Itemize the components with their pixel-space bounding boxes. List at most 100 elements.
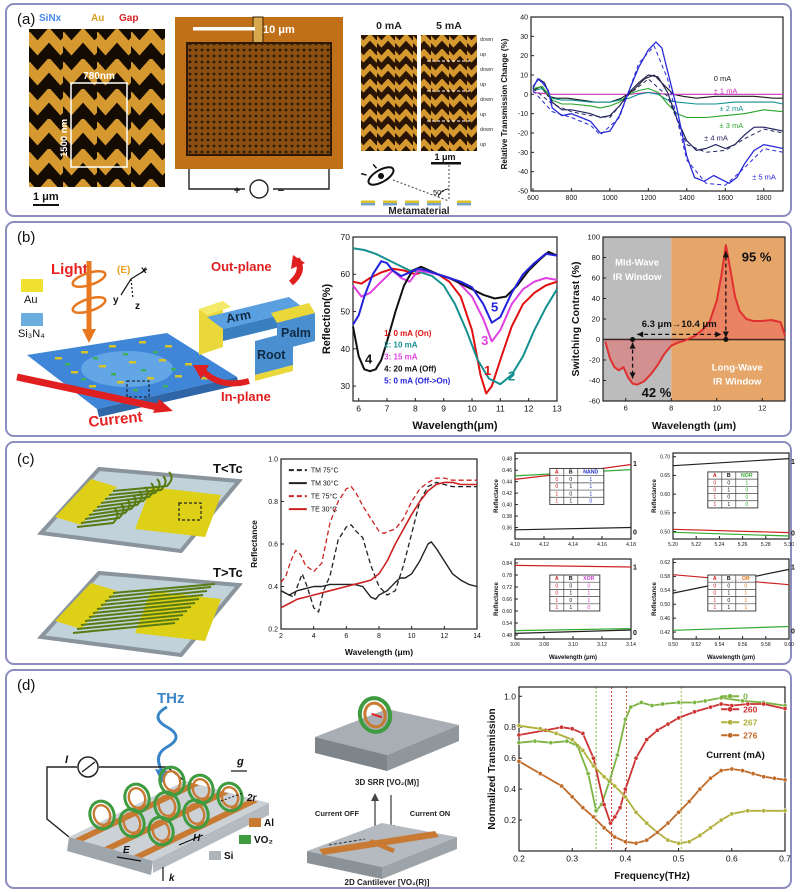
svg-text:3.06: 3.06 — [510, 642, 520, 648]
svg-text:1: 1 — [727, 591, 730, 597]
svg-text:0.60: 0.60 — [502, 609, 512, 615]
chart-gate-xor: 3.06 3.08 3.10 3.12 3.14 0.48 0.54 0.60 0.66 0.72… — [489, 555, 641, 661]
panel-b-label: (b) — [17, 229, 36, 246]
viewing-geometry: 50° Metamaterial — [360, 163, 471, 217]
meta-atoms — [55, 341, 208, 388]
svg-text:7: 7 — [385, 404, 390, 414]
svg-text:0: 0 — [744, 583, 747, 589]
au-legend-label: Au — [24, 294, 38, 306]
svg-text:1: 1 — [589, 477, 592, 483]
svg-text:10: 10 — [713, 404, 721, 413]
svg-text:1: 1 — [633, 461, 637, 468]
afm-image-0ma — [361, 35, 417, 151]
current-i-label: I — [65, 754, 69, 766]
svg-text:-40: -40 — [589, 376, 600, 385]
svg-text:0.48: 0.48 — [502, 633, 512, 639]
k-vector-label: k — [169, 873, 175, 884]
svg-text:0: 0 — [633, 630, 637, 637]
current-arrow-group: Current — [16, 373, 173, 431]
svg-text:A: A — [555, 470, 559, 476]
svg-text:XOR: XOR — [583, 576, 594, 582]
unit-cell-box — [70, 82, 128, 168]
svg-text:9.50: 9.50 — [668, 642, 678, 648]
svg-text:1: 1 — [589, 484, 592, 490]
svg-text:Wavelength (μm): Wavelength (μm) — [345, 647, 413, 657]
svg-text:± 3 mA: ± 3 mA — [720, 121, 744, 130]
srr-rings — [88, 765, 244, 847]
svg-text:14: 14 — [473, 633, 481, 640]
sem-array-texture — [186, 42, 332, 156]
svg-text:4: 4 — [312, 633, 316, 640]
svg-text:9.58: 9.58 — [761, 642, 771, 648]
svg-text:0: 0 — [589, 498, 592, 504]
sin-swatch — [21, 313, 43, 326]
svg-text:1: 1 — [791, 459, 795, 466]
svg-text:0.6: 0.6 — [268, 541, 278, 548]
left-electrode-1 — [55, 479, 117, 525]
svg-text:0: 0 — [555, 583, 558, 589]
svg-text:5: 5 — [491, 300, 498, 315]
chart-reflectance-tm-te: 2 4 6 8 10 12 14 0.2 0.4 0.6 0.8 1.0 Wavelength (μm)… — [247, 451, 485, 657]
svg-text:Reflectance: Reflectance — [494, 478, 500, 512]
current-label: Current — [88, 408, 144, 431]
svg-text:0: 0 — [587, 583, 590, 589]
logic-gate-nand-svg: 4.10 4.12 4.14 4.16 4.18 0.36 0.38 0.40 0.42 0.44… — [494, 452, 637, 548]
svg-text:Wavelength (μm): Wavelength (μm) — [707, 655, 755, 661]
svg-text:0: 0 — [791, 629, 795, 636]
panel-a: (a) SiNx Au Gap 780nm 1500 nm 1 μm 10 μm — [5, 3, 792, 217]
svg-text:1: 1 — [569, 605, 572, 611]
zoom-box-c — [178, 502, 202, 521]
render-above-tc — [36, 570, 243, 658]
svg-text:-40: -40 — [518, 169, 528, 176]
svg-text:10: 10 — [467, 404, 477, 414]
svg-text:1: 1 — [727, 488, 730, 494]
panel-a-label: (a) — [17, 11, 36, 28]
panel-b: (b) Au Si₃N₄ Light (E) x y z — [5, 221, 792, 437]
svg-text:5: 0 mA (Off->On): 5: 0 mA (Off->On) — [384, 376, 450, 385]
svg-text:0.65: 0.65 — [660, 473, 670, 479]
svg-text:0.4: 0.4 — [268, 584, 278, 591]
si-legend-label: Si — [224, 851, 234, 862]
h-arrow — [178, 834, 204, 846]
svg-text:A: A — [713, 576, 717, 582]
minus-terminal: − — [278, 185, 284, 197]
svg-text:0.42: 0.42 — [660, 630, 670, 636]
svg-text:TE 30°C: TE 30°C — [311, 506, 338, 514]
width-dimension: 780nm — [83, 71, 115, 82]
h-field-label: H — [193, 833, 201, 844]
svg-text:Long-Wave: Long-Wave — [712, 362, 763, 373]
z-axis-arrow — [130, 278, 134, 300]
svg-text:0: 0 — [524, 92, 528, 99]
top-block-front — [315, 737, 387, 771]
svg-text:70: 70 — [341, 232, 351, 242]
svg-text:30: 30 — [341, 381, 351, 391]
svg-text:60: 60 — [341, 269, 351, 279]
sem2-scalebar-line — [193, 27, 255, 31]
srr-3d-ring — [357, 696, 393, 734]
zoom-box — [126, 380, 150, 398]
sem-zigzag-texture — [29, 29, 165, 187]
chart-reflection: 6 7 8 9 10 11 12 13 30 40 50 60 70 Wavelength(μm) Refl… — [321, 229, 565, 432]
svg-text:Wavelength (μm): Wavelength (μm) — [652, 420, 736, 432]
circuit-wires — [188, 169, 330, 190]
svg-text:12: 12 — [524, 404, 534, 414]
svg-text:down: down — [480, 127, 493, 133]
curled-cantilevers — [76, 471, 173, 528]
svg-text:0: 0 — [727, 583, 730, 589]
top-block-side — [387, 725, 459, 771]
svg-text:0.46: 0.46 — [660, 616, 670, 622]
svg-text:0: 0 — [745, 502, 748, 508]
svg-text:0.4: 0.4 — [619, 854, 631, 864]
svg-text:up: up — [480, 82, 486, 88]
svg-text:0: 0 — [791, 530, 795, 537]
svg-text:up: up — [480, 52, 486, 58]
srr-3d-caption: 3D SRR [VO₂(M)] — [355, 778, 419, 787]
svg-text:1: 1 — [589, 491, 592, 497]
chart-relative-transmission-change: 600 800 1000 1200 1400 1600 1800 -50 -40 -30 -20 -1… — [485, 9, 793, 211]
svg-text:0.8: 0.8 — [504, 722, 516, 732]
logic-gate-or-svg: 9.50 9.52 9.54 9.56 9.58 9.60 0.42 0.46 0.50 0.54… — [652, 558, 795, 661]
chart-gate-or: 9.50 9.52 9.54 9.56 9.58 9.60 0.42 0.46 0.50 0.54… — [647, 555, 799, 661]
y-axis-arrow — [120, 278, 132, 296]
platform-side — [153, 803, 269, 873]
svg-text:1: 1 — [727, 605, 730, 611]
